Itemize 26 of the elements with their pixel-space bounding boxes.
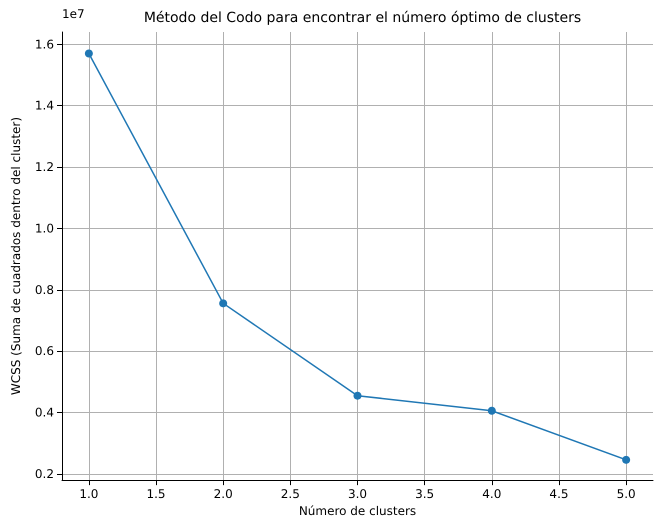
x-tick-label: 3.0: [348, 487, 368, 502]
y-tick-label: 1.4: [34, 98, 54, 113]
y-tick-label: 0.2: [34, 466, 54, 481]
point: [488, 406, 496, 415]
x-tick-label: 4.5: [549, 487, 569, 502]
x-tick-label: 1.5: [146, 487, 166, 502]
x-axis-title: Número de clusters: [298, 504, 416, 518]
point: [219, 299, 228, 308]
y-tick-label: 1.6: [34, 37, 54, 52]
x-tick-label: 5.0: [616, 487, 636, 502]
chart-title: Método del Codo para encontrar el número óptimo de clusters: [144, 10, 582, 26]
x-tick-label: 4.0: [482, 487, 502, 502]
y-tick-label: 1.2: [34, 160, 54, 174]
point: [84, 49, 93, 58]
y-axis-title: WCSS (Suma de cuadrados dentro del cluster): [9, 116, 23, 396]
text: 1e7: [62, 7, 85, 21]
point: [622, 456, 630, 464]
y-tick-label: 0.4: [34, 406, 54, 420]
y-tick-label: 1.0: [34, 221, 54, 236]
x-tick-label: 2.5: [280, 487, 300, 502]
x-tick-label: 2.0: [214, 487, 233, 502]
point: [354, 392, 362, 400]
x-tick-label: 1.0: [79, 487, 98, 502]
x-tick-label: 3.5: [415, 487, 434, 502]
y-tick-label: 0.6: [34, 344, 54, 358]
y-tick-label: 0.8: [34, 282, 54, 297]
